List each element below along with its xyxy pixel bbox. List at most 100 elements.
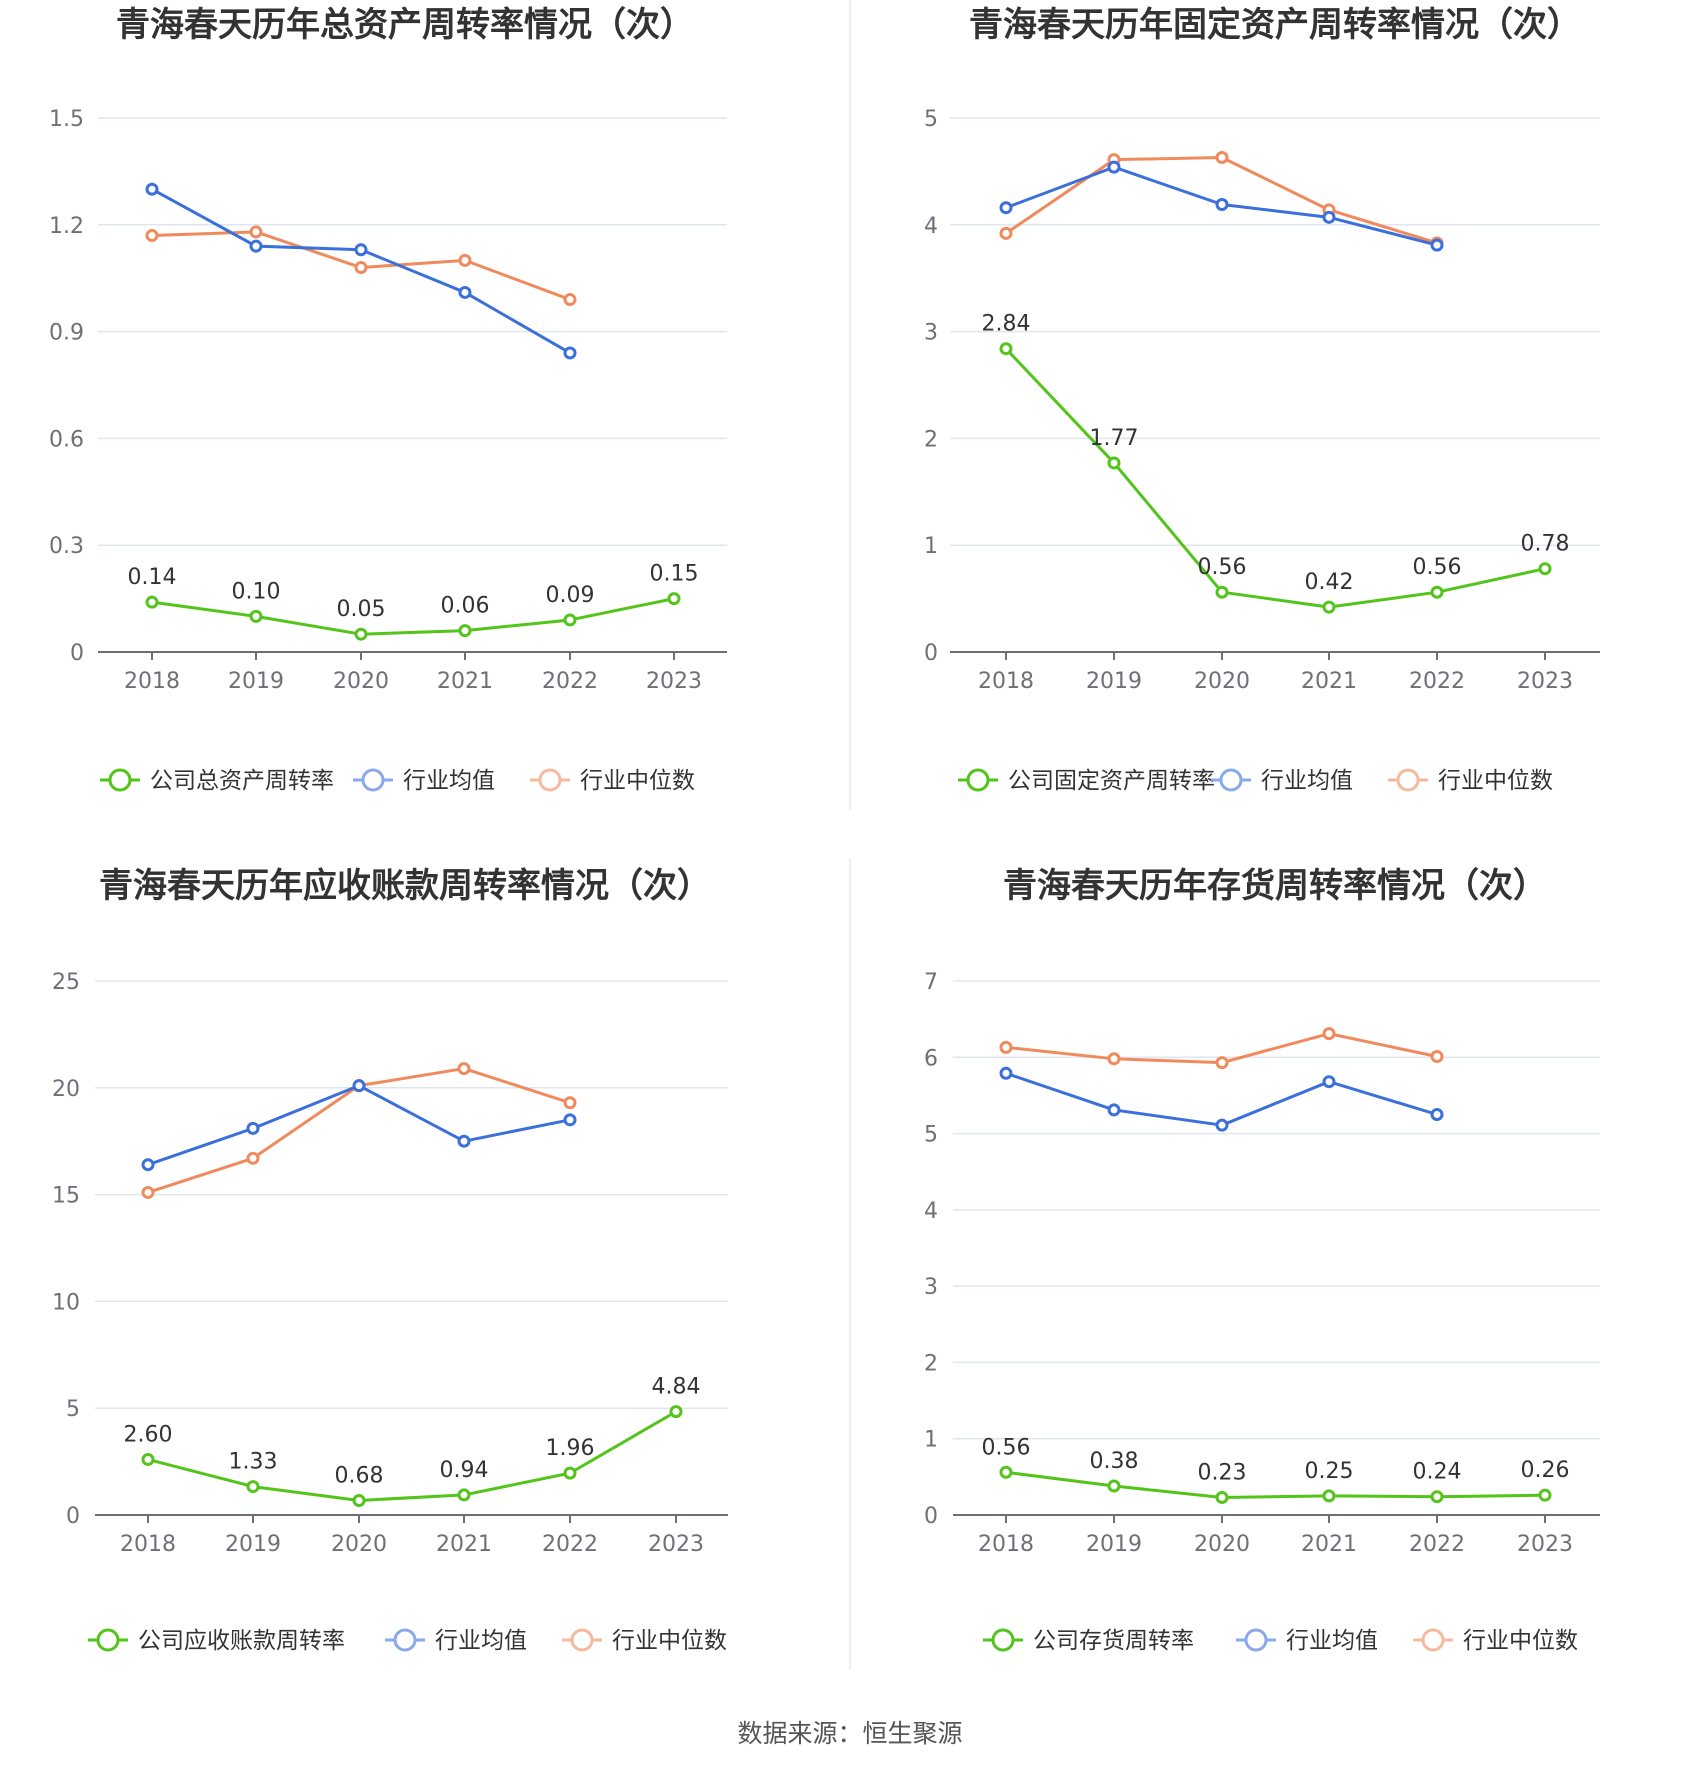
- y-tick-label: 2: [924, 1351, 938, 1376]
- data-point-median: [1322, 1027, 1336, 1041]
- legend-marker: [570, 1628, 594, 1652]
- data-point-median: [458, 253, 472, 267]
- data-point-median: [1215, 151, 1229, 165]
- legend-item: 行业均值: [1286, 1628, 1378, 1654]
- y-tick-label: 0.6: [49, 427, 84, 452]
- legend-marker: [96, 1628, 120, 1652]
- x-tick-label: 2023: [1517, 1532, 1573, 1557]
- data-point-company: [249, 609, 263, 623]
- data-point-avg: [1215, 198, 1229, 212]
- x-tick-label: 2018: [978, 1532, 1034, 1557]
- y-tick-label: 3: [924, 321, 938, 346]
- data-point-avg: [1107, 160, 1121, 174]
- chart-panel: 青海春天历年存货周转率情况（次） 0 1 2 3 4 5 6 7 2018 2019 2020 2021…: [924, 866, 1600, 1654]
- data-label: 0.10: [232, 579, 281, 604]
- legend-item: 行业中位数: [1438, 768, 1553, 794]
- data-point-company: [1215, 585, 1229, 599]
- data-label: 0.56: [982, 1435, 1031, 1460]
- data-point-company: [1322, 1489, 1336, 1503]
- y-tick-label: 0.9: [49, 321, 84, 346]
- data-label: 0.42: [1305, 570, 1354, 595]
- legend-marker: [1244, 1628, 1268, 1652]
- data-point-company: [563, 1466, 577, 1480]
- data-point-avg: [249, 239, 263, 253]
- y-tick-label: 0: [70, 641, 84, 666]
- data-label: 0.78: [1521, 532, 1570, 557]
- data-point-median: [141, 1185, 155, 1199]
- x-tick-label: 2018: [978, 669, 1034, 694]
- data-label: 0.06: [441, 594, 490, 619]
- data-point-avg: [1107, 1103, 1121, 1117]
- data-point-median: [457, 1062, 471, 1076]
- data-point-avg: [457, 1134, 471, 1148]
- x-tick-label: 2023: [646, 669, 702, 694]
- legend-item: 行业中位数: [580, 768, 695, 794]
- legend-item: 行业均值: [435, 1628, 527, 1654]
- data-point-avg: [999, 201, 1013, 215]
- y-tick-label: 5: [66, 1397, 80, 1422]
- x-tick-label: 2022: [1409, 669, 1465, 694]
- x-tick-label: 2020: [1194, 1532, 1250, 1557]
- y-tick-label: 4: [924, 1199, 938, 1224]
- data-label: 4.84: [652, 1375, 701, 1400]
- series-line-company: [1004, 347, 1546, 609]
- data-point-median: [1215, 1056, 1229, 1070]
- data-point-company: [1107, 1479, 1121, 1493]
- data-label: 0.56: [1413, 555, 1462, 580]
- data-point-median: [563, 293, 577, 307]
- y-tick-label: 0.3: [49, 534, 84, 559]
- y-tick-label: 5: [924, 107, 938, 132]
- data-point-avg: [458, 285, 472, 299]
- x-tick-label: 2019: [228, 669, 284, 694]
- y-tick-label: 10: [52, 1290, 80, 1315]
- data-label: 0.09: [546, 583, 595, 608]
- legend-marker: [361, 768, 385, 792]
- y-tick-label: 15: [52, 1184, 80, 1209]
- y-tick-label: 1: [924, 1428, 938, 1453]
- x-tick-label: 2021: [1301, 669, 1357, 694]
- data-label: 0.68: [335, 1463, 384, 1488]
- legend-item: 行业均值: [403, 768, 495, 794]
- y-tick-label: 20: [52, 1077, 80, 1102]
- data-point-company: [354, 627, 368, 641]
- series-line-company: [1005, 1470, 1546, 1499]
- data-point-avg: [246, 1121, 260, 1135]
- x-tick-label: 2022: [542, 1532, 598, 1557]
- y-tick-label: 7: [924, 970, 938, 995]
- x-tick-label: 2023: [1517, 669, 1573, 694]
- x-tick-label: 2020: [1194, 669, 1250, 694]
- y-tick-label: 1: [924, 534, 938, 559]
- data-label: 0.38: [1090, 1449, 1139, 1474]
- data-point-company: [999, 1465, 1013, 1479]
- data-label: 0.94: [440, 1458, 489, 1483]
- legend-marker: [393, 1628, 417, 1652]
- data-point-median: [354, 261, 368, 275]
- y-tick-label: 1.5: [49, 107, 84, 132]
- legend-item: 公司总资产周转率: [150, 768, 334, 794]
- series-line-company: [151, 597, 675, 636]
- y-tick-label: 25: [52, 970, 80, 995]
- chart-title: 青海春天历年存货周转率情况（次）: [1003, 866, 1547, 906]
- legend-marker: [108, 768, 132, 792]
- y-tick-label: 0: [924, 1504, 938, 1529]
- data-point-company: [1430, 585, 1444, 599]
- x-tick-label: 2021: [1301, 1532, 1357, 1557]
- data-point-company: [1107, 456, 1121, 470]
- legend-item: 公司应收账款周转率: [138, 1628, 345, 1654]
- y-tick-label: 5: [924, 1123, 938, 1148]
- data-point-avg: [352, 1079, 366, 1093]
- y-tick-label: 0: [924, 641, 938, 666]
- legend-marker: [1219, 768, 1243, 792]
- data-label: 1.96: [546, 1436, 595, 1461]
- data-point-company: [667, 592, 681, 606]
- data-label: 1.33: [229, 1450, 278, 1475]
- legend-marker: [538, 768, 562, 792]
- series-line-company: [147, 1410, 677, 1502]
- data-point-company: [999, 342, 1013, 356]
- data-point-avg: [1215, 1118, 1229, 1132]
- data-label: 0.23: [1198, 1460, 1247, 1485]
- y-tick-label: 6: [924, 1046, 938, 1071]
- data-point-median: [563, 1096, 577, 1110]
- data-point-avg: [1430, 238, 1444, 252]
- legend-marker: [1396, 768, 1420, 792]
